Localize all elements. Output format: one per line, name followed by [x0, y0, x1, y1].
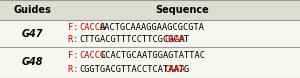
- Text: CCACTGCAATGGAGTATTAC: CCACTGCAATGGAGTATTAC: [100, 51, 205, 60]
- Bar: [0, 47, 300, 78]
- Text: AACTGCAAAGGAAGCGCGTA: AACTGCAAAGGAAGCGCGTA: [100, 23, 205, 32]
- Text: G48: G48: [22, 57, 43, 67]
- Text: Sequence: Sequence: [155, 5, 209, 15]
- Text: CACCG: CACCG: [80, 51, 106, 60]
- Text: CTTGACGTTTCCTTCGCGCAT: CTTGACGTTTCCTTCGCGCAT: [80, 35, 190, 44]
- Text: Guides: Guides: [13, 5, 51, 15]
- Text: CAAA: CAAA: [165, 35, 186, 44]
- Text: R:: R:: [68, 65, 83, 74]
- Bar: [0, 0, 300, 20]
- Text: R:: R:: [68, 35, 83, 44]
- Text: F:: F:: [68, 23, 83, 32]
- Text: CACCG: CACCG: [80, 23, 106, 32]
- Text: CAAA: CAAA: [165, 65, 186, 74]
- Text: F:: F:: [68, 51, 83, 60]
- Text: CGGTGACGTTACCTCATAATG: CGGTGACGTTACCTCATAATG: [80, 65, 190, 74]
- Bar: [0, 20, 300, 47]
- Text: G47: G47: [22, 29, 43, 39]
